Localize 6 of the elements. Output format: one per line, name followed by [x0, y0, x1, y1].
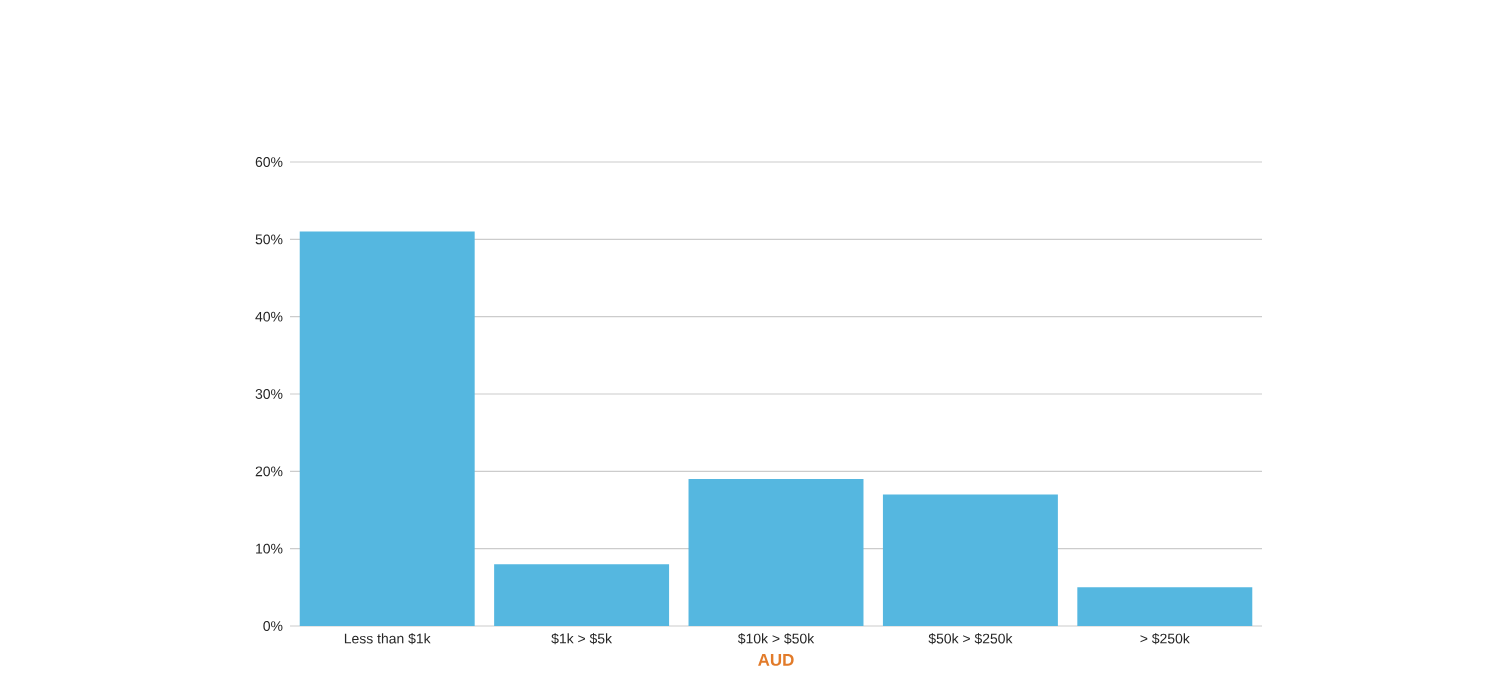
bar [494, 564, 670, 626]
bar [299, 231, 475, 626]
bar [1077, 587, 1253, 626]
bar [688, 479, 864, 626]
bar [882, 494, 1058, 626]
x-axis-title: AUD [758, 654, 794, 666]
